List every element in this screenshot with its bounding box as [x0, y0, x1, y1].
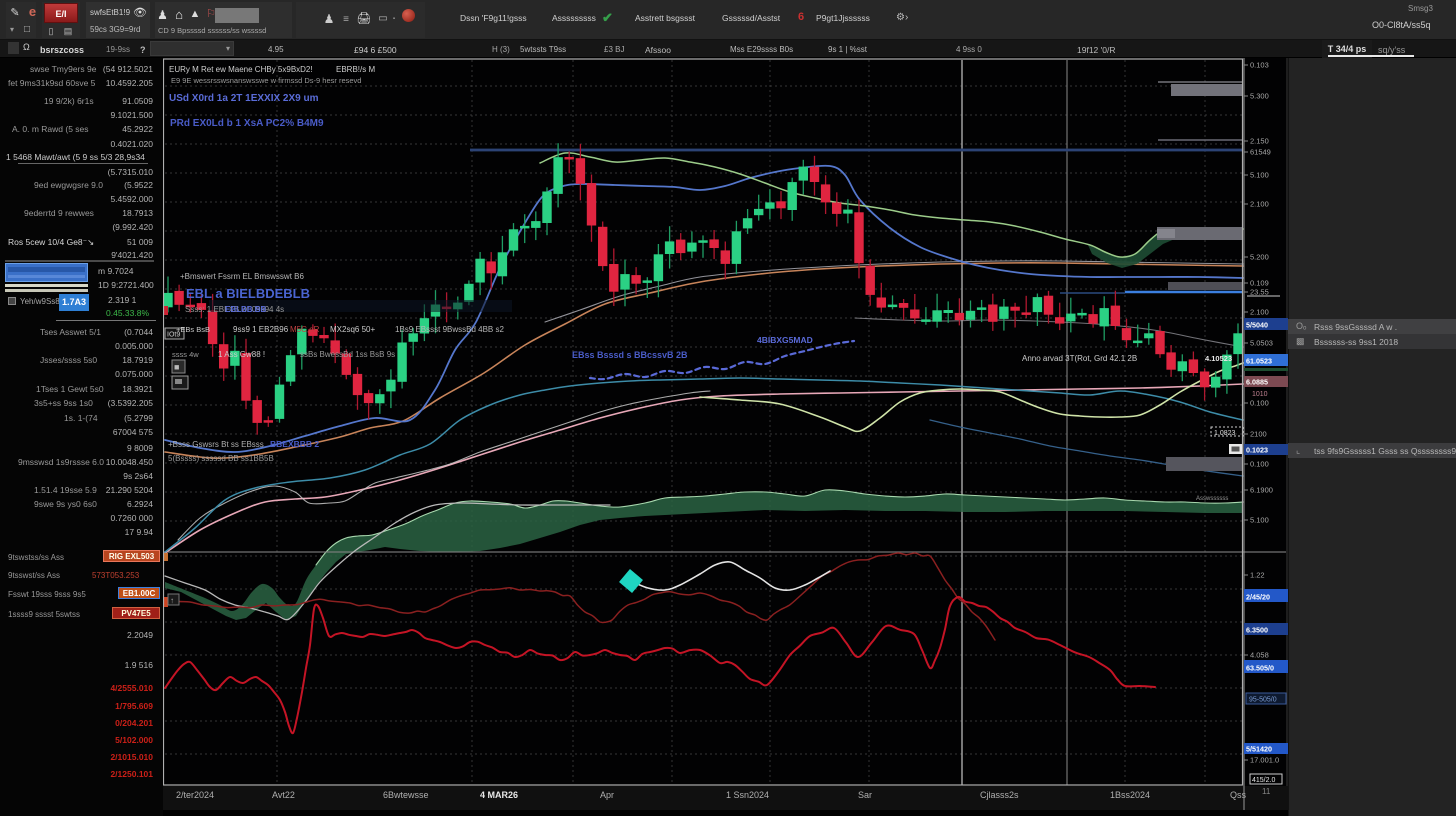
- svg-text:2100: 2100: [1250, 430, 1267, 439]
- svg-text:9ss9 1 EB2B96: 9ss9 1 EB2B96: [233, 325, 289, 334]
- svg-text:4 MAR26: 4 MAR26: [480, 790, 518, 800]
- svg-text:5/51420: 5/51420: [1246, 745, 1272, 754]
- svg-text:5.200: 5.200: [1250, 253, 1269, 262]
- svg-text:0.1023: 0.1023: [1246, 446, 1268, 455]
- svg-text:5.0503: 5.0503: [1250, 339, 1273, 348]
- svg-text:Cjlasss2s: Cjlasss2s: [980, 790, 1019, 800]
- svg-text:EURy M Ret ew Maene CHBy 5x9Bx: EURy M Ret ew Maene CHBy 5x9BxD2!: [169, 65, 313, 74]
- svg-text:95-505/0: 95-505/0: [1249, 697, 1277, 704]
- svg-text:5.100: 5.100: [1250, 516, 1269, 525]
- svg-text:4BIBXG5MAD: 4BIBXG5MAD: [757, 335, 813, 345]
- svg-text:1Bs9 EBssst 9BwssBd 4BB s2: 1Bs9 EBssst 9BwssBd 4BB s2: [395, 325, 504, 334]
- svg-text:Anno arvad 3T(Rot, Grd 42.1 2B: Anno arvad 3T(Rot, Grd 42.1 2B: [1022, 354, 1137, 363]
- svg-text:11: 11: [1262, 787, 1271, 796]
- svg-text:ssBs BwessBd 1ss BsB 9s: ssBs BwessBd 1ss BsB 9s: [300, 350, 395, 359]
- svg-text:1.22: 1.22: [1250, 571, 1265, 580]
- svg-text:2.100: 2.100: [1250, 308, 1269, 317]
- svg-text:Bsss Gssper Bl sr: Bsss Gssper Bl sr: [171, 438, 245, 448]
- svg-text:BBEXBBB 2: BBEXBBB 2: [270, 439, 319, 449]
- svg-text:ssss 4w: ssss 4w: [172, 350, 199, 359]
- svg-text:1Bss2024: 1Bss2024: [1110, 790, 1150, 800]
- svg-text:EBRB!/s M: EBRB!/s M: [336, 65, 375, 74]
- svg-text:5(Bssss) sssssd BB ss1BB5B: 5(Bssss) sssssd BB ss1BB5B: [168, 454, 274, 463]
- svg-text:+Bsss Gswsrs Bt ss EBsss: +Bsss Gswsrs Bt ss EBsss: [168, 440, 264, 449]
- svg-text:Avt22: Avt22: [272, 790, 295, 800]
- svg-text:E9 9E wessrsswsnanswsswe w fir: E9 9E wessrsswsnanswsswe w firmssd Ds-9 …: [171, 76, 361, 85]
- svg-text:0.103: 0.103: [1250, 61, 1269, 70]
- svg-text:Apr: Apr: [600, 790, 614, 800]
- svg-text:5.300: 5.300: [1250, 92, 1269, 101]
- svg-text:1 Ass Gw88 !: 1 Ass Gw88 !: [218, 350, 265, 359]
- svg-text:Qss: Qss: [1230, 790, 1247, 800]
- svg-text:5/5040: 5/5040: [1246, 321, 1268, 330]
- svg-text:IOt9: IOt9: [167, 332, 180, 339]
- svg-text:6.1900: 6.1900: [1250, 486, 1273, 495]
- svg-text:+Bmswert Fssrm EL Bmswsswt B6: +Bmswert Fssrm EL Bmswsswt B6: [180, 272, 304, 281]
- svg-text:0.100: 0.100: [1250, 460, 1269, 469]
- svg-text:Asswssssss: Asswssssss: [1196, 496, 1228, 502]
- svg-text:↑: ↑: [170, 596, 174, 605]
- svg-text:23.55: 23.55: [1250, 288, 1269, 297]
- svg-text:4.058: 4.058: [1250, 651, 1269, 660]
- svg-text:USd X0rd 1a 2T 1EXXIX 2X9 um: USd X0rd 1a 2T 1EXXIX 2X9 um: [169, 93, 319, 104]
- svg-text:+EBs BsB: +EBs BsB: [176, 325, 210, 334]
- svg-text:61.0523: 61.0523: [1246, 357, 1272, 366]
- svg-text:EBLBB.BB: EBLBB.BB: [225, 305, 267, 314]
- svg-text:■: ■: [174, 362, 179, 372]
- svg-text:6.3500: 6.3500: [1246, 626, 1268, 635]
- svg-text:4.10523: 4.10523: [1205, 354, 1232, 363]
- svg-text:6.0885: 6.0885: [1246, 378, 1268, 387]
- svg-text:415/2.0: 415/2.0: [1252, 777, 1275, 784]
- svg-text:2/ter2024: 2/ter2024: [176, 790, 214, 800]
- svg-text:6Bwtewsse: 6Bwtewsse: [383, 790, 429, 800]
- svg-text:1 Ssn2024: 1 Ssn2024: [726, 790, 769, 800]
- svg-text:2.150: 2.150: [1250, 137, 1269, 146]
- svg-text:5.100: 5.100: [1250, 171, 1269, 180]
- svg-text:61549: 61549: [1250, 148, 1271, 157]
- svg-text:EBL a BIELBDEBLB: EBL a BIELBDEBLB: [186, 286, 310, 301]
- svg-text:PRd EX0Ld b 1 XsA PC2% B4M9: PRd EX0Ld b 1 XsA PC2% B4M9: [170, 118, 324, 129]
- svg-text:0.109: 0.109: [1250, 279, 1269, 288]
- svg-text:EBss Bsssd s BBcssvB 2B: EBss Bsssd s BBcssvB 2B: [572, 350, 688, 360]
- svg-text:1.0823: 1.0823: [1214, 430, 1236, 437]
- svg-text:Ssss: 1 EBLXB.wt 09s94 4s: Ssss: 1 EBLXB.wt 09s94 4s: [185, 305, 284, 314]
- svg-text:M5C,eR: M5C,eR: [290, 325, 320, 334]
- svg-text:17.001.0: 17.001.0: [1250, 756, 1279, 765]
- svg-text:MX2sq6 50+: MX2sq6 50+: [330, 325, 375, 334]
- svg-text:63.505/0: 63.505/0: [1246, 664, 1274, 673]
- svg-text:2.100: 2.100: [1250, 200, 1269, 209]
- svg-text:0.100: 0.100: [1250, 399, 1269, 408]
- svg-text:1010: 1010: [1252, 391, 1268, 398]
- svg-text:2/45/20: 2/45/20: [1246, 593, 1270, 602]
- svg-text:Sar: Sar: [858, 790, 872, 800]
